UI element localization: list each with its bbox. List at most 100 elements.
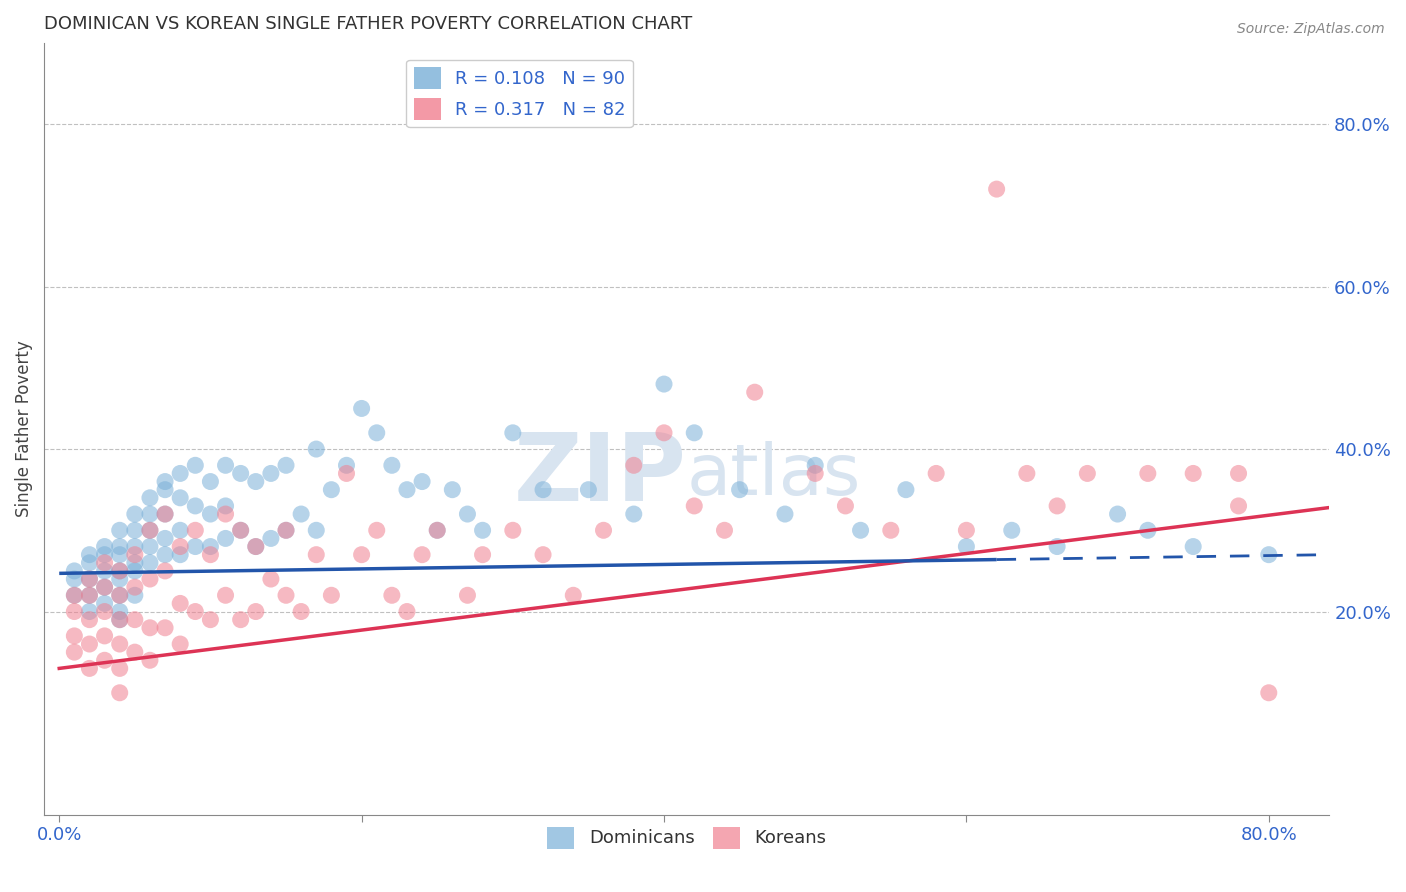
Point — [305, 548, 328, 562]
Point — [124, 588, 146, 602]
Point — [880, 524, 903, 538]
Point — [63, 588, 86, 602]
Point — [93, 629, 115, 643]
Point — [214, 458, 236, 473]
Point — [562, 588, 585, 602]
Point — [79, 661, 101, 675]
Point — [1046, 499, 1069, 513]
Point — [153, 475, 176, 489]
Point — [335, 467, 357, 481]
Point — [955, 540, 977, 554]
Point — [124, 645, 146, 659]
Point — [108, 661, 131, 675]
Point — [1257, 686, 1279, 700]
Point — [986, 182, 1008, 196]
Text: ZIP: ZIP — [513, 429, 686, 521]
Point — [623, 507, 645, 521]
Point — [728, 483, 751, 497]
Point — [108, 686, 131, 700]
Point — [139, 572, 162, 586]
Point — [531, 548, 554, 562]
Point — [1001, 524, 1024, 538]
Point — [321, 588, 343, 602]
Point — [124, 548, 146, 562]
Point — [153, 483, 176, 497]
Point — [1107, 507, 1129, 521]
Point — [502, 425, 524, 440]
Point — [804, 458, 827, 473]
Point — [108, 564, 131, 578]
Point — [335, 458, 357, 473]
Point — [592, 524, 614, 538]
Point — [153, 548, 176, 562]
Point — [169, 524, 191, 538]
Point — [108, 613, 131, 627]
Point — [79, 572, 101, 586]
Point — [63, 629, 86, 643]
Point — [411, 475, 433, 489]
Point — [652, 425, 675, 440]
Point — [93, 653, 115, 667]
Point — [108, 572, 131, 586]
Point — [200, 507, 222, 521]
Point — [214, 499, 236, 513]
Point — [426, 524, 449, 538]
Point — [169, 548, 191, 562]
Point — [79, 588, 101, 602]
Point — [290, 605, 312, 619]
Point — [214, 507, 236, 521]
Point — [79, 588, 101, 602]
Point — [229, 524, 252, 538]
Point — [139, 524, 162, 538]
Point — [426, 524, 449, 538]
Point — [139, 621, 162, 635]
Point — [93, 540, 115, 554]
Point — [79, 572, 101, 586]
Point — [124, 540, 146, 554]
Point — [471, 524, 494, 538]
Point — [200, 540, 222, 554]
Point — [229, 467, 252, 481]
Point — [744, 385, 766, 400]
Point — [79, 548, 101, 562]
Text: atlas: atlas — [686, 441, 860, 509]
Point — [93, 556, 115, 570]
Point — [153, 507, 176, 521]
Point — [804, 467, 827, 481]
Point — [274, 524, 297, 538]
Point — [471, 548, 494, 562]
Point — [1182, 467, 1205, 481]
Y-axis label: Single Father Poverty: Single Father Poverty — [15, 341, 32, 517]
Point — [63, 564, 86, 578]
Point — [849, 524, 872, 538]
Point — [531, 483, 554, 497]
Point — [366, 425, 388, 440]
Point — [124, 580, 146, 594]
Point — [1227, 467, 1250, 481]
Point — [350, 548, 373, 562]
Point — [79, 556, 101, 570]
Point — [124, 524, 146, 538]
Point — [260, 467, 283, 481]
Point — [184, 499, 207, 513]
Point — [108, 588, 131, 602]
Point — [274, 588, 297, 602]
Point — [169, 637, 191, 651]
Point — [245, 475, 267, 489]
Point — [93, 580, 115, 594]
Point — [169, 596, 191, 610]
Point — [108, 588, 131, 602]
Point — [200, 475, 222, 489]
Point — [124, 613, 146, 627]
Point — [1257, 548, 1279, 562]
Point — [139, 653, 162, 667]
Point — [93, 596, 115, 610]
Point — [381, 588, 404, 602]
Point — [305, 524, 328, 538]
Point — [395, 483, 418, 497]
Point — [502, 524, 524, 538]
Point — [245, 540, 267, 554]
Point — [79, 613, 101, 627]
Point — [184, 540, 207, 554]
Point — [63, 572, 86, 586]
